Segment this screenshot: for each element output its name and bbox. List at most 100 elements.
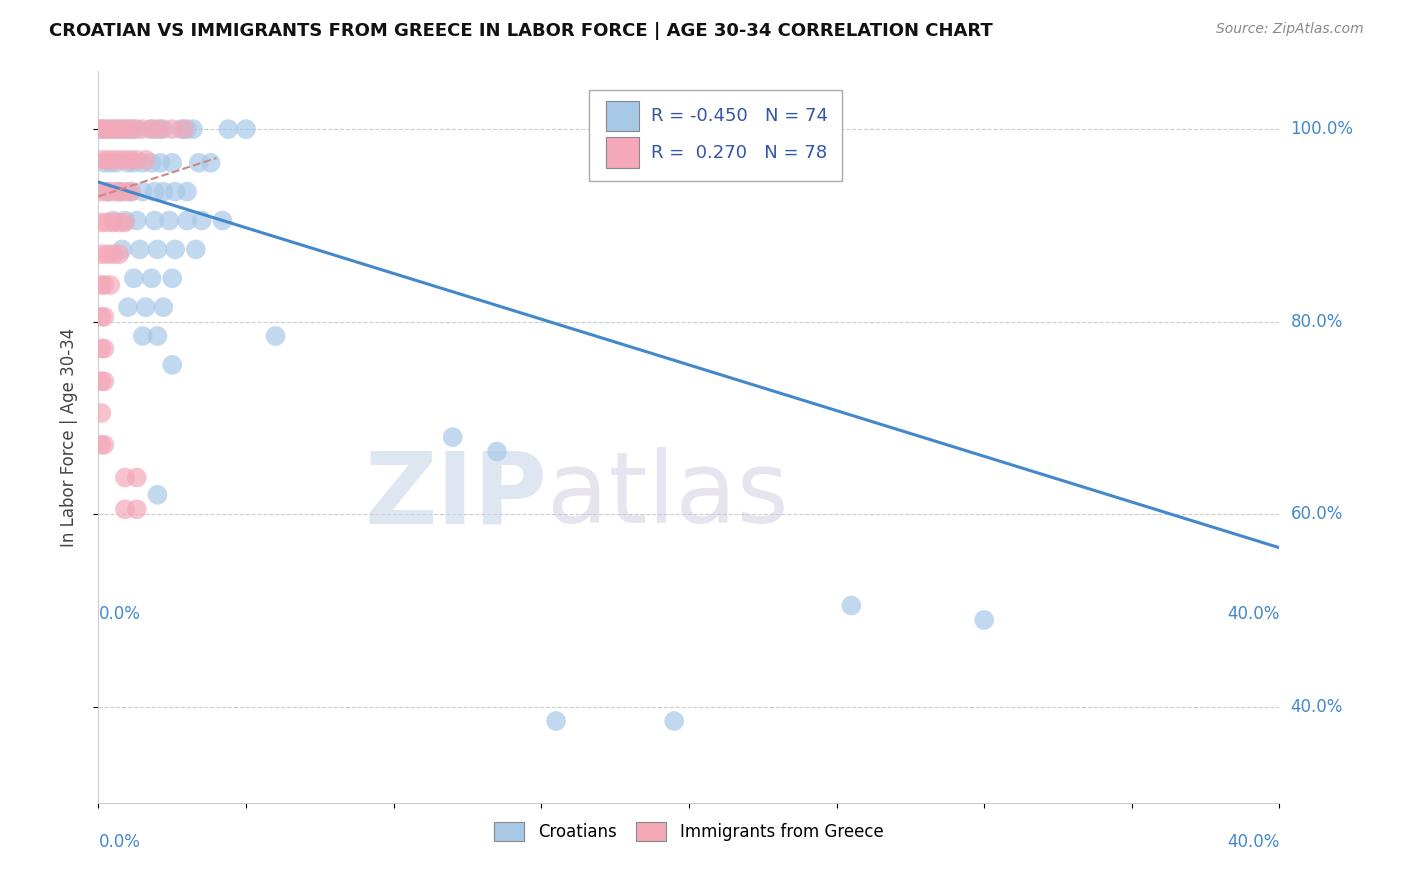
Point — [114, 502, 136, 516]
Point — [135, 300, 157, 314]
Point — [181, 122, 204, 136]
Point — [149, 122, 172, 136]
Point — [125, 502, 148, 516]
Point — [217, 122, 239, 136]
Point — [114, 122, 136, 136]
Bar — [606, 137, 640, 168]
Point — [90, 185, 112, 199]
Point — [90, 215, 112, 229]
Point — [152, 300, 174, 314]
Legend: Croatians, Immigrants from Greece: Croatians, Immigrants from Greece — [486, 814, 891, 849]
Point — [486, 444, 509, 458]
Point — [187, 155, 209, 169]
Point — [90, 247, 112, 261]
Point — [165, 243, 187, 257]
Point — [98, 155, 121, 169]
Point — [90, 374, 112, 388]
Point — [125, 470, 148, 484]
Point — [96, 247, 118, 261]
Point — [90, 310, 112, 324]
Point — [135, 153, 157, 167]
Point — [93, 122, 115, 136]
Point — [105, 122, 128, 136]
Point — [90, 438, 112, 452]
Point — [125, 213, 148, 227]
Point — [146, 329, 169, 343]
Point — [170, 122, 193, 136]
Point — [120, 185, 142, 199]
Text: 100.0%: 100.0% — [1291, 120, 1354, 138]
Point — [162, 271, 183, 285]
Point — [132, 155, 155, 169]
Point — [441, 430, 464, 444]
Text: R = -0.450   N = 74: R = -0.450 N = 74 — [651, 107, 828, 125]
Point — [152, 122, 174, 136]
Point — [90, 122, 112, 136]
Text: 40.0%: 40.0% — [1227, 833, 1279, 851]
Point — [737, 810, 759, 824]
Point — [93, 278, 115, 293]
Point — [114, 185, 136, 199]
Point — [152, 185, 174, 199]
Text: ZIP: ZIP — [364, 447, 547, 544]
Point — [96, 215, 118, 229]
Point — [122, 271, 145, 285]
Point — [98, 122, 121, 136]
Text: 0.0%: 0.0% — [98, 833, 141, 851]
Text: 40.0%: 40.0% — [1227, 606, 1279, 624]
Point — [108, 153, 131, 167]
Point — [103, 185, 125, 199]
Point — [114, 153, 136, 167]
Point — [162, 358, 183, 372]
Point — [143, 213, 166, 227]
Point — [108, 215, 131, 229]
Point — [146, 122, 169, 136]
Point — [114, 213, 136, 227]
Point — [132, 122, 155, 136]
Point — [157, 213, 180, 227]
Point — [125, 122, 148, 136]
Point — [173, 122, 195, 136]
Text: 60.0%: 60.0% — [1291, 505, 1343, 523]
Point — [117, 122, 139, 136]
Point — [132, 185, 155, 199]
Point — [184, 243, 207, 257]
Point — [141, 122, 163, 136]
Point — [165, 185, 187, 199]
Text: CROATIAN VS IMMIGRANTS FROM GREECE IN LABOR FORCE | AGE 30-34 CORRELATION CHART: CROATIAN VS IMMIGRANTS FROM GREECE IN LA… — [49, 22, 993, 40]
Point — [120, 122, 142, 136]
Point — [235, 122, 257, 136]
Point — [93, 438, 115, 452]
Point — [149, 155, 172, 169]
Point — [103, 247, 125, 261]
Point — [200, 155, 222, 169]
Point — [117, 300, 139, 314]
Point — [108, 247, 131, 261]
Text: R =  0.270   N = 78: R = 0.270 N = 78 — [651, 145, 827, 162]
Point — [93, 310, 115, 324]
Point — [264, 329, 287, 343]
Point — [191, 213, 214, 227]
Point — [90, 406, 112, 420]
Point — [93, 374, 115, 388]
Point — [114, 470, 136, 484]
Point — [546, 714, 568, 728]
Point — [141, 155, 163, 169]
Point — [96, 185, 118, 199]
Point — [103, 215, 125, 229]
Point — [841, 599, 863, 613]
Text: Source: ZipAtlas.com: Source: ZipAtlas.com — [1216, 22, 1364, 37]
Point — [90, 122, 112, 136]
Point — [143, 185, 166, 199]
Point — [125, 153, 148, 167]
Point — [108, 185, 131, 199]
Point — [96, 153, 118, 167]
Bar — [606, 101, 640, 131]
Point — [141, 122, 163, 136]
Point — [103, 122, 125, 136]
Point — [96, 122, 118, 136]
Point — [111, 122, 134, 136]
Point — [105, 155, 128, 169]
Text: 80.0%: 80.0% — [1291, 312, 1343, 331]
Point — [146, 243, 169, 257]
